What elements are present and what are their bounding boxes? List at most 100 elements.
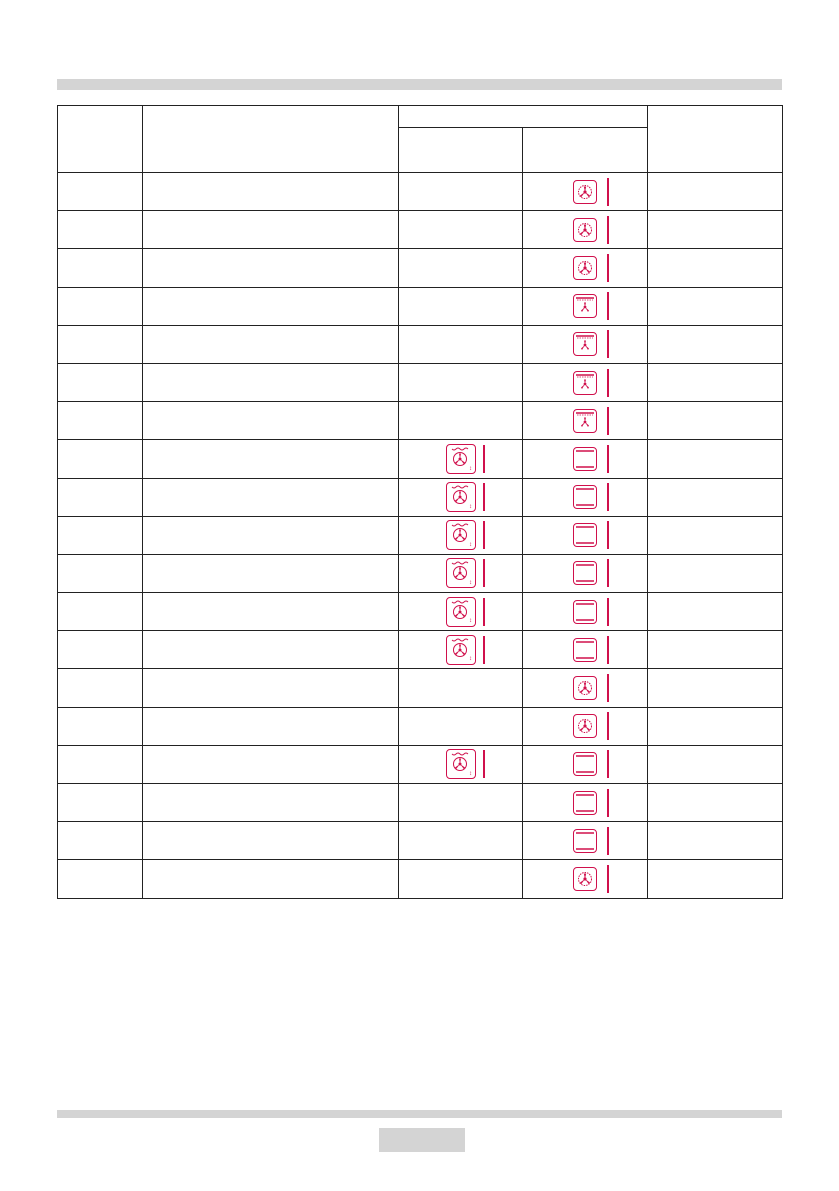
cell-col2: [142, 210, 399, 250]
divider-line: [483, 750, 485, 779]
cell-mode-b: [522, 248, 648, 288]
divider-line: [607, 368, 609, 397]
cell-col5: [647, 248, 783, 288]
steam-fan-icon: [445, 634, 476, 665]
top-bottom-heat-icon: [573, 637, 597, 662]
table-row: [57, 782, 783, 823]
cell-mode-a: [398, 782, 523, 823]
cell-col5: [647, 171, 783, 212]
cell-mode-b: [522, 515, 648, 555]
cell-mode-b: [522, 859, 648, 899]
divider-line: [607, 788, 609, 817]
steam-level-icon: ↕: [469, 618, 472, 625]
cell-col1: [57, 401, 143, 441]
table-row: ↕: [57, 630, 783, 670]
cell-mode-a: ↕: [398, 515, 523, 555]
divider-line: [483, 444, 485, 473]
grill-fan-icon: [573, 294, 597, 319]
steam-level-icon: ↕: [469, 771, 472, 777]
cell-col2: [142, 859, 399, 899]
cell-col1: [57, 744, 143, 785]
cell-mode-a: [398, 362, 523, 403]
cell-mode-a: [398, 210, 523, 250]
table-row: [57, 286, 783, 326]
fan-ring-icon: [573, 179, 597, 204]
divider-line: [483, 483, 485, 512]
cell-mode-a: ↕: [398, 553, 523, 594]
divider-line: [607, 444, 609, 473]
divider-line: [607, 483, 609, 512]
table-row: ↕: [57, 744, 783, 785]
cell-col1: [57, 706, 143, 746]
fan-ring-icon: [573, 255, 597, 280]
cell-col5: [647, 668, 783, 708]
divider-line: [483, 635, 485, 664]
steam-fan-icon: [445, 482, 476, 513]
cell-mode-b: [522, 821, 648, 861]
divider-line: [607, 559, 609, 588]
divider-line: [607, 292, 609, 321]
cell-mode-b: [522, 592, 648, 632]
cell-col1: [57, 859, 143, 899]
cell-mode-a: ↕: [398, 592, 523, 632]
cell-mode-a: ↕: [398, 477, 523, 517]
steam-fan-icon: [445, 558, 476, 589]
cell-col5: [647, 286, 783, 326]
table-row: ↕: [57, 515, 783, 555]
cell-mode-b: [522, 630, 648, 670]
grill-fan-icon: [573, 370, 597, 395]
cell-col5: [647, 553, 783, 594]
divider-line: [607, 521, 609, 550]
top-bottom-heat-icon: [573, 446, 597, 471]
header-col5: [647, 105, 783, 173]
cell-mode-a: ↕: [398, 630, 523, 670]
fan-ring-icon: [573, 714, 597, 739]
top-bottom-heat-icon: [573, 828, 597, 853]
grill-fan-icon: [573, 408, 597, 433]
cell-col5: [647, 859, 783, 899]
header-group: [398, 105, 648, 128]
header-col2: [142, 105, 399, 173]
table-row: [57, 821, 783, 861]
cell-col2: [142, 553, 399, 594]
cell-col5: [647, 821, 783, 861]
cooking-table: ↕ ↕ ↕ ↕ ↕ ↕ ↕: [57, 105, 783, 899]
cell-col5: [647, 744, 783, 785]
cell-col1: [57, 477, 143, 517]
cell-col2: [142, 401, 399, 441]
table-row: ↕: [57, 592, 783, 632]
cell-mode-b: [522, 171, 648, 212]
steam-fan-icon: [445, 443, 476, 474]
cell-mode-b: [522, 668, 648, 708]
divider-line: [607, 253, 609, 282]
divider-line: [483, 521, 485, 550]
cell-col1: [57, 782, 143, 823]
table-row: [57, 859, 783, 899]
divider-line: [483, 597, 485, 626]
steam-level-icon: ↕: [469, 503, 472, 510]
cell-col5: [647, 630, 783, 670]
grill-fan-icon: [573, 332, 597, 357]
cell-col2: [142, 744, 399, 785]
divider-line: [607, 177, 609, 206]
header-sub2: [522, 127, 648, 173]
cell-mode-b: [522, 210, 648, 250]
cell-col1: [57, 439, 143, 479]
table-row: [57, 324, 783, 364]
cell-col5: [647, 515, 783, 555]
divider-line: [483, 559, 485, 588]
cell-col2: [142, 630, 399, 670]
cell-mode-b: [522, 782, 648, 823]
table-row: ↕: [57, 553, 783, 594]
divider-line: [607, 215, 609, 244]
cell-col1: [57, 248, 143, 288]
top-bottom-heat-icon: [573, 523, 597, 548]
divider-line: [607, 750, 609, 779]
cell-col1: [57, 515, 143, 555]
cell-col1: [57, 362, 143, 403]
fan-ring-icon: [573, 217, 597, 242]
cell-mode-b: [522, 362, 648, 403]
cell-col2: [142, 171, 399, 212]
table-row: [57, 668, 783, 708]
cell-col5: [647, 706, 783, 746]
